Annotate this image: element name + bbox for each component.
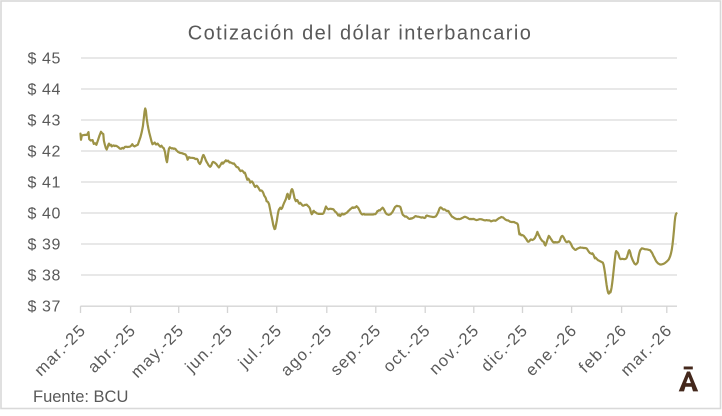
svg-text:ago.-25: ago.-25 [277,321,336,380]
svg-text:$ 38: $ 38 [27,268,61,285]
svg-text:$ 44: $ 44 [27,82,61,99]
svg-text:mar.-25: mar.-25 [31,321,90,380]
svg-text:nov.-25: nov.-25 [426,321,483,378]
svg-text:Cotización del dólar interbanc: Cotización del dólar interbancario [188,23,532,45]
svg-text:ene.-26: ene.-26 [522,321,581,380]
svg-text:jun.-25: jun.-25 [181,321,237,377]
svg-text:$ 41: $ 41 [27,175,61,192]
svg-text:Fuente: BCU: Fuente: BCU [33,388,128,406]
svg-text:$ 43: $ 43 [27,113,61,130]
svg-text:may.-25: may.-25 [128,321,188,381]
svg-text:$ 40: $ 40 [27,206,61,223]
svg-text:oct.-25: oct.-25 [380,321,435,376]
svg-text:sep.-25: sep.-25 [327,321,385,379]
svg-text:$ 42: $ 42 [27,144,61,161]
svg-text:$ 37: $ 37 [27,299,61,316]
svg-text:$ 45: $ 45 [27,51,61,68]
svg-text:$ 39: $ 39 [27,237,61,254]
